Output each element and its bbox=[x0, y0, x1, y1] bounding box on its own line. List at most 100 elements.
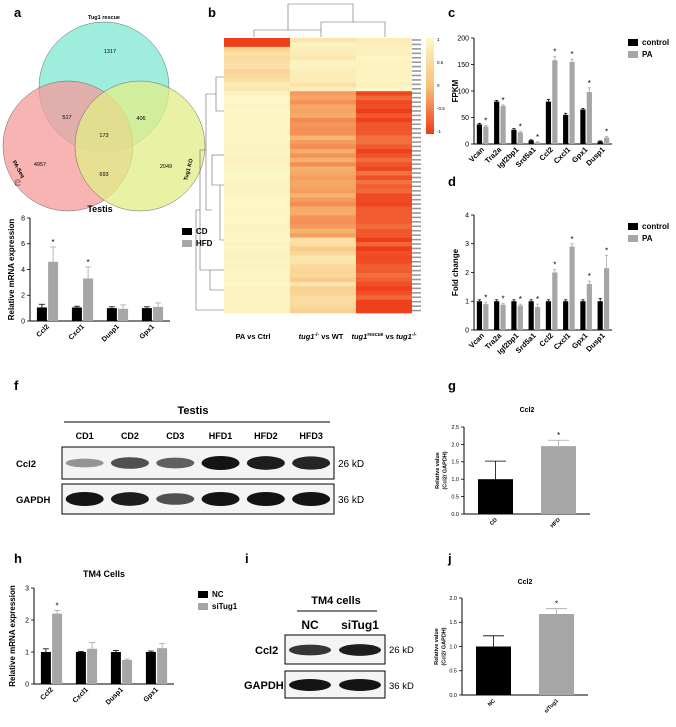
y-tick-label: 8 bbox=[21, 215, 25, 222]
legend-swatch bbox=[198, 603, 208, 610]
bar-value-siTug1 bbox=[539, 614, 574, 695]
heatmap-cell bbox=[224, 108, 290, 114]
heatmap-cell bbox=[224, 228, 290, 234]
significance-mark: * bbox=[502, 96, 505, 105]
heatmap-cell bbox=[224, 268, 290, 274]
colorbar-tick-label: 1 bbox=[437, 37, 440, 42]
y-axis-label: Relative value bbox=[435, 452, 441, 489]
heatmap-column-label-rescue: tug1rescue vs tug1-/- bbox=[351, 332, 416, 341]
heatmap-cell bbox=[290, 60, 356, 65]
bar-CD-Gpx1 bbox=[141, 308, 152, 321]
heatmap-row-label-mark bbox=[412, 234, 421, 236]
heatmap-row-label-mark bbox=[412, 274, 421, 276]
heatmap-row-label-mark bbox=[412, 105, 421, 108]
bar-control-Tra2a bbox=[494, 301, 500, 330]
heatmap-cell bbox=[356, 219, 412, 225]
bar-control-Ccl2 bbox=[545, 101, 552, 144]
heatmap-cell bbox=[224, 42, 290, 48]
chart-g-ccl2-quant: 0.0 0.5 1.0 1.5 2.0 2.5 Relative value (Ccl2/ G… bbox=[435, 407, 590, 529]
heatmap-cell bbox=[224, 140, 290, 145]
heatmap-row-label-mark bbox=[412, 43, 421, 46]
y-axis-label: FPKM bbox=[451, 79, 460, 102]
category-label: Cxcl1 bbox=[68, 323, 86, 341]
heatmap-row-label-mark bbox=[412, 278, 421, 281]
heatmap-row-label-mark bbox=[412, 141, 421, 143]
blot-band-ccl2 bbox=[292, 456, 331, 470]
heatmap-cell bbox=[224, 188, 290, 194]
heatmap-cell bbox=[290, 264, 356, 269]
heatmap-cell bbox=[356, 215, 412, 221]
category-label: CD bbox=[489, 517, 499, 527]
blot-lane-label: HFD2 bbox=[254, 431, 278, 441]
heatmap-cell bbox=[290, 153, 356, 159]
heatmap-cell bbox=[224, 246, 290, 252]
heatmap-cell bbox=[224, 304, 290, 309]
heatmap-row-label-mark bbox=[412, 154, 421, 157]
heatmap-row-label-mark bbox=[412, 198, 421, 201]
heatmap-cell bbox=[224, 60, 290, 65]
bar-HFD-Ccl2 bbox=[48, 261, 59, 321]
heatmap-cell bbox=[224, 184, 290, 190]
legend-swatch bbox=[628, 235, 638, 242]
heatmap-cell bbox=[224, 295, 290, 300]
panel-label-g: g bbox=[448, 378, 456, 393]
bar-PA-Vcan bbox=[483, 304, 489, 330]
category-label: Cxcl1 bbox=[72, 686, 90, 704]
y-tick-label: 2 bbox=[21, 293, 25, 300]
heatmap-row-label-mark bbox=[412, 65, 421, 68]
significance-mark: * bbox=[571, 50, 574, 59]
bar-value-NC bbox=[476, 646, 511, 695]
heatmap-cell bbox=[356, 228, 412, 234]
heatmap-row-label-mark bbox=[412, 221, 421, 223]
heatmap-cell bbox=[224, 286, 290, 292]
category-label: Ccl2 bbox=[40, 686, 55, 701]
heatmap-cell bbox=[290, 166, 356, 172]
y-tick-label: 0 bbox=[25, 681, 29, 688]
heatmap-cell bbox=[356, 100, 412, 105]
heatmap-cell bbox=[290, 144, 356, 150]
bar-PA-Dusp1 bbox=[603, 268, 610, 330]
heatmap-cell bbox=[356, 188, 412, 194]
category-label: Cxcl1 bbox=[552, 145, 573, 166]
category-label: Vcan bbox=[467, 331, 486, 350]
heatmap-cell bbox=[290, 42, 356, 48]
bar-siTug1-Ccl2 bbox=[52, 613, 63, 684]
venn-count-rescue-ko: 406 bbox=[136, 116, 145, 122]
y-tick-label: 0.0 bbox=[449, 693, 457, 699]
bar-PA-Srd5a1 bbox=[534, 142, 541, 144]
heatmap-cell bbox=[290, 250, 356, 256]
heatmap-cell bbox=[290, 179, 356, 185]
heatmap-cell bbox=[224, 233, 290, 238]
heatmap-cell bbox=[290, 290, 356, 296]
significance-mark: * bbox=[557, 431, 560, 440]
category-label: Vcan bbox=[467, 145, 486, 164]
blot-f-row-gapdh: GAPDH bbox=[16, 495, 50, 506]
significance-mark: * bbox=[605, 246, 608, 255]
heatmap-row-label-mark bbox=[412, 194, 421, 197]
heatmap-row-label-mark bbox=[412, 225, 421, 228]
legend-label: HFD bbox=[196, 239, 213, 248]
category-label: Cxcl1 bbox=[552, 331, 573, 352]
significance-mark: * bbox=[519, 122, 522, 131]
heatmap-cell bbox=[356, 140, 412, 145]
heatmap-cell bbox=[356, 237, 412, 243]
heatmap-cell bbox=[224, 308, 290, 314]
heatmap-cell bbox=[356, 64, 412, 70]
heatmap-cell bbox=[356, 144, 412, 150]
legend-swatch bbox=[198, 591, 208, 598]
heatmap-cell bbox=[290, 140, 356, 145]
heatmap-cell bbox=[290, 273, 356, 278]
heatmap-cell bbox=[224, 299, 290, 305]
heatmap-row-label-mark bbox=[412, 172, 421, 174]
heatmap-cell bbox=[290, 77, 356, 83]
heatmap-cell bbox=[224, 153, 290, 159]
heatmap-row-label-mark bbox=[412, 292, 421, 294]
heatmap-cell bbox=[224, 73, 290, 79]
venn-label-rescue: Tug1 rescue bbox=[88, 15, 120, 21]
heatmap-cell bbox=[290, 55, 356, 61]
heatmap-cell bbox=[224, 162, 290, 167]
heatmap-cell bbox=[224, 69, 290, 74]
bar-control-Gpx1 bbox=[580, 109, 586, 144]
heatmap-row-label-mark bbox=[412, 256, 421, 259]
bar-PA-Igf2bp1 bbox=[517, 132, 523, 144]
